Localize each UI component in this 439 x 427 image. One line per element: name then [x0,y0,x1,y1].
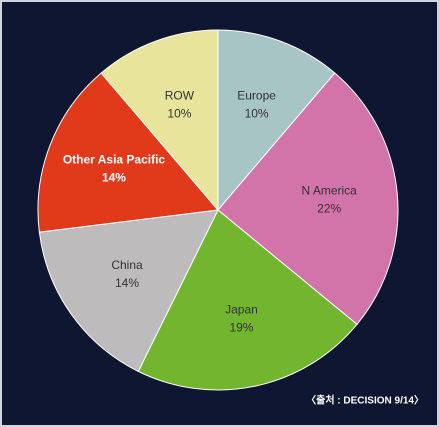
slice-value-label: 22% [317,201,341,215]
slice-value-label: 19% [229,320,253,334]
slice-value-label: 10% [167,106,191,120]
slice-label: Japan [225,302,258,316]
slice-value-label: 14% [102,171,126,185]
source-note: 〈출처 : DECISION 9/14〉 [306,394,424,407]
pie-slice [37,72,219,233]
slice-label: ROW [165,88,195,102]
slice-label: China [111,258,143,272]
slice-label: Europe [237,88,276,102]
slice-label: Other Asia Pacific [63,153,166,167]
pie-slice [100,29,219,212]
slice-value-label: 14% [115,276,139,290]
pie-slice [217,29,336,212]
pie-slice [38,209,219,373]
slice-value-label: 10% [245,106,269,120]
pie-slice [217,72,399,326]
pie-slice [137,209,358,391]
slice-label: N America [301,183,357,197]
